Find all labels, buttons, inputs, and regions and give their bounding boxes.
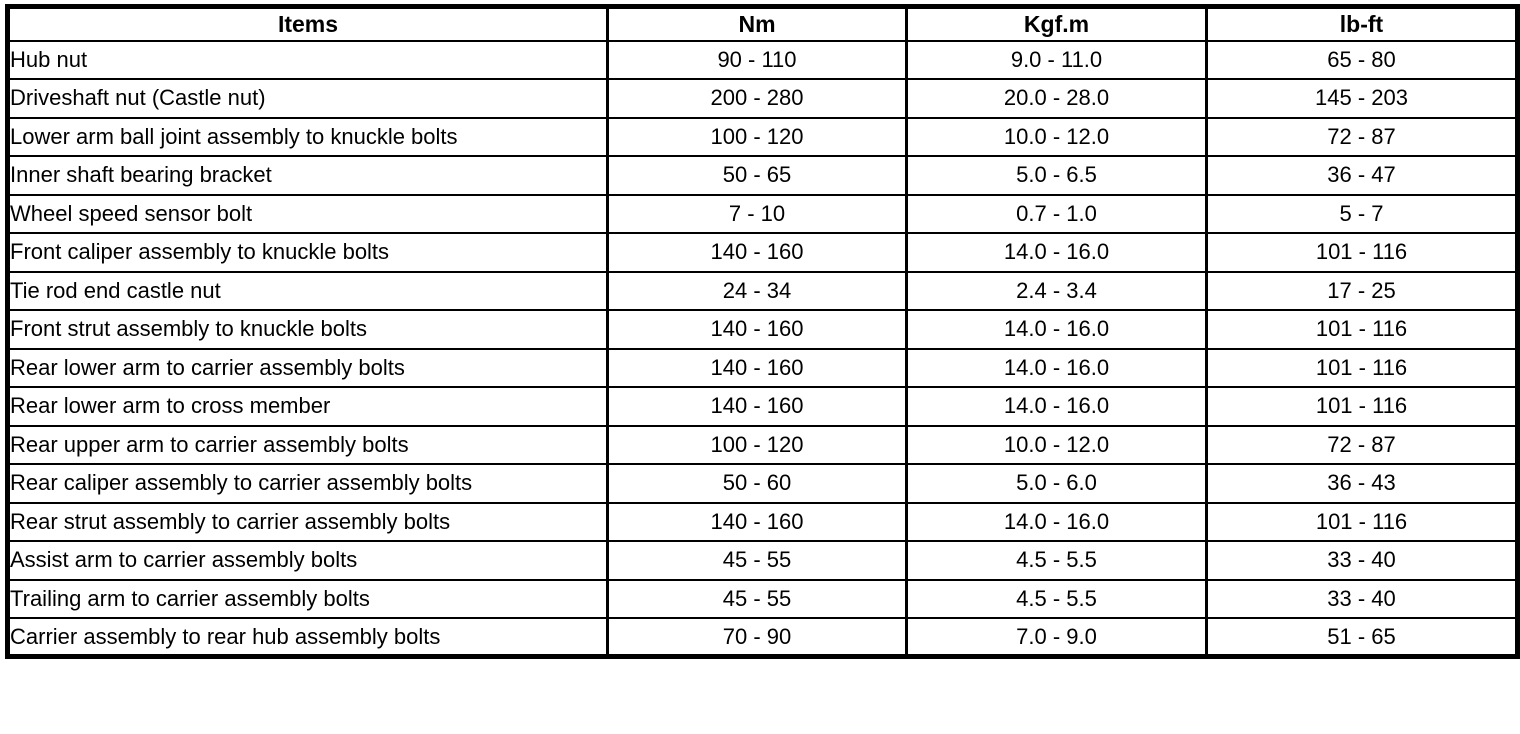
item-cell: Hub nut [6,39,609,80]
nm-cell: 140 - 160 [606,232,908,273]
item-cell: Rear lower arm to carrier assembly bolts [6,347,609,388]
item-cell: Wheel speed sensor bolt [6,193,609,234]
table-row: Lower arm ball joint assembly to knuckle… [6,116,1519,157]
kgfm-cell: 0.7 - 1.0 [905,193,1208,234]
lbft-cell: 101 - 116 [1205,232,1519,273]
table-row: Inner shaft bearing bracket 50 - 65 5.0 … [6,155,1519,196]
header-kgfm: Kgf.m [905,5,1208,42]
table-row: Tie rod end castle nut 24 - 34 2.4 - 3.4… [6,270,1519,311]
item-cell: Tie rod end castle nut [6,270,609,311]
table-row: Rear upper arm to carrier assembly bolts… [6,424,1519,465]
lbft-cell: 51 - 65 [1205,617,1519,658]
table-row: Front caliper assembly to knuckle bolts … [6,232,1519,273]
lbft-cell: 101 - 116 [1205,347,1519,388]
kgfm-cell: 14.0 - 16.0 [905,232,1208,273]
kgfm-cell: 20.0 - 28.0 [905,78,1208,119]
torque-spec-table: Items Nm Kgf.m lb-ft Hub nut 90 - 110 9.… [5,4,1520,659]
lbft-cell: 33 - 40 [1205,578,1519,619]
kgfm-cell: 9.0 - 11.0 [905,39,1208,80]
lbft-cell: 101 - 116 [1205,386,1519,427]
kgfm-cell: 2.4 - 3.4 [905,270,1208,311]
lbft-cell: 17 - 25 [1205,270,1519,311]
header-nm: Nm [606,5,908,42]
table-row: Rear lower arm to cross member 140 - 160… [6,386,1519,427]
lbft-cell: 72 - 87 [1205,116,1519,157]
table-row: Rear lower arm to carrier assembly bolts… [6,347,1519,388]
nm-cell: 45 - 55 [606,540,908,581]
lbft-cell: 145 - 203 [1205,78,1519,119]
table-row: Rear strut assembly to carrier assembly … [6,501,1519,542]
nm-cell: 140 - 160 [606,501,908,542]
table-row: Carrier assembly to rear hub assembly bo… [6,617,1519,658]
item-cell: Driveshaft nut (Castle nut) [6,78,609,119]
table-header-row: Items Nm Kgf.m lb-ft [6,5,1519,42]
item-cell: Rear strut assembly to carrier assembly … [6,501,609,542]
kgfm-cell: 4.5 - 5.5 [905,540,1208,581]
header-lbft: lb-ft [1205,5,1519,42]
kgfm-cell: 14.0 - 16.0 [905,501,1208,542]
table-row: Front strut assembly to knuckle bolts 14… [6,309,1519,350]
item-cell: Front strut assembly to knuckle bolts [6,309,609,350]
kgfm-cell: 10.0 - 12.0 [905,424,1208,465]
table-row: Hub nut 90 - 110 9.0 - 11.0 65 - 80 [6,39,1519,80]
nm-cell: 45 - 55 [606,578,908,619]
nm-cell: 70 - 90 [606,617,908,658]
table-row: Wheel speed sensor bolt 7 - 10 0.7 - 1.0… [6,193,1519,234]
nm-cell: 140 - 160 [606,386,908,427]
item-cell: Inner shaft bearing bracket [6,155,609,196]
header-items: Items [6,5,609,42]
item-cell: Rear caliper assembly to carrier assembl… [6,463,609,504]
nm-cell: 200 - 280 [606,78,908,119]
lbft-cell: 5 - 7 [1205,193,1519,234]
lbft-cell: 65 - 80 [1205,39,1519,80]
nm-cell: 140 - 160 [606,347,908,388]
kgfm-cell: 14.0 - 16.0 [905,386,1208,427]
nm-cell: 140 - 160 [606,309,908,350]
nm-cell: 24 - 34 [606,270,908,311]
lbft-cell: 72 - 87 [1205,424,1519,465]
item-cell: Rear lower arm to cross member [6,386,609,427]
item-cell: Front caliper assembly to knuckle bolts [6,232,609,273]
nm-cell: 50 - 65 [606,155,908,196]
kgfm-cell: 5.0 - 6.0 [905,463,1208,504]
table-row: Assist arm to carrier assembly bolts 45 … [6,540,1519,581]
item-cell: Rear upper arm to carrier assembly bolts [6,424,609,465]
kgfm-cell: 5.0 - 6.5 [905,155,1208,196]
lbft-cell: 36 - 43 [1205,463,1519,504]
table-row: Rear caliper assembly to carrier assembl… [6,463,1519,504]
nm-cell: 100 - 120 [606,424,908,465]
item-cell: Trailing arm to carrier assembly bolts [6,578,609,619]
item-cell: Lower arm ball joint assembly to knuckle… [6,116,609,157]
table-row: Driveshaft nut (Castle nut) 200 - 280 20… [6,78,1519,119]
nm-cell: 90 - 110 [606,39,908,80]
lbft-cell: 36 - 47 [1205,155,1519,196]
kgfm-cell: 4.5 - 5.5 [905,578,1208,619]
kgfm-cell: 14.0 - 16.0 [905,309,1208,350]
table-row: Trailing arm to carrier assembly bolts 4… [6,578,1519,619]
lbft-cell: 101 - 116 [1205,309,1519,350]
nm-cell: 50 - 60 [606,463,908,504]
kgfm-cell: 14.0 - 16.0 [905,347,1208,388]
nm-cell: 7 - 10 [606,193,908,234]
kgfm-cell: 10.0 - 12.0 [905,116,1208,157]
lbft-cell: 101 - 116 [1205,501,1519,542]
item-cell: Carrier assembly to rear hub assembly bo… [6,617,609,658]
kgfm-cell: 7.0 - 9.0 [905,617,1208,658]
item-cell: Assist arm to carrier assembly bolts [6,540,609,581]
lbft-cell: 33 - 40 [1205,540,1519,581]
nm-cell: 100 - 120 [606,116,908,157]
